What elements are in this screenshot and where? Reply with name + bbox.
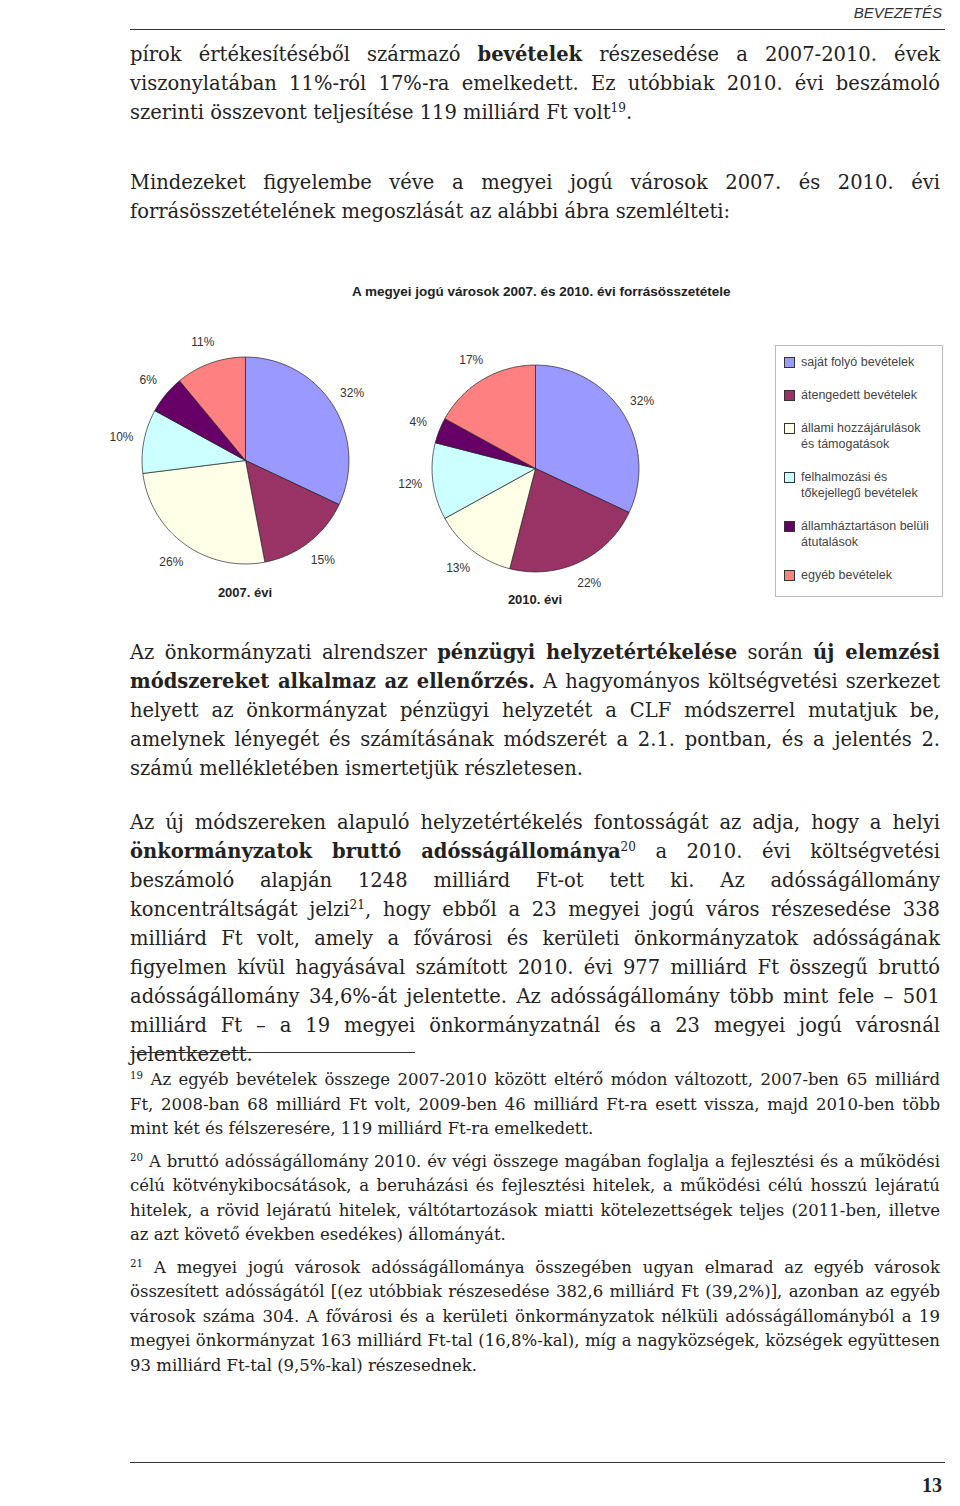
svg-text:32%: 32%: [630, 394, 654, 408]
svg-text:10%: 10%: [110, 430, 134, 444]
html-text:13: 13: [922, 1474, 942, 1496]
svg-text:13%: 13%: [446, 561, 470, 575]
svg-text:26%: 26%: [159, 555, 183, 569]
html-text:átengedett bevételek: átengedett bevételek: [801, 388, 918, 402]
html-text:A megyei jogú városok 2007. és: A megyei jogú városok 2007. és 2010. évi…: [352, 284, 731, 299]
html-text:Az önkormányzati alrendszer pé: Az önkormányzati alrendszer pénzügyi hel…: [130, 641, 940, 780]
html-text:állami hozzájárulások és támog: állami hozzájárulások és támogatások: [801, 421, 921, 451]
svg-text:22%: 22%: [577, 576, 601, 590]
html-text:önkormányzatok bruttó adósságá: önkormányzatok bruttó adósságállománya20…: [130, 839, 940, 1066]
svg-text:32%: 32%: [340, 386, 364, 400]
html-text:2007. évi: 2007. évi: [217, 585, 273, 600]
svg-text:15%: 15%: [311, 553, 335, 567]
svg-text:11%: 11%: [191, 335, 214, 349]
html-text:Mindezeket figyelembe véve a m: Mindezeket figyelembe véve a megyei jogú…: [130, 171, 940, 223]
svg-text:4%: 4%: [409, 415, 427, 429]
html-text:21A megyei jogú városok adóssá: 21A megyei jogú városok adósságállománya…: [130, 1257, 940, 1375]
html-text:államháztartáson belüli átutal: államháztartáson belüli átutalások: [801, 519, 929, 549]
html-text:pírok értékesítéséből származó: pírok értékesítéséből származó bevételek…: [130, 43, 940, 124]
html-text:Az új módszereken alapuló hely: Az új módszereken alapuló helyzetértékel…: [130, 811, 940, 834]
html-text:2010. évi: 2010. évi: [507, 592, 563, 607]
html-text:egyéb bevételek: egyéb bevételek: [801, 568, 892, 582]
svg-text:12%: 12%: [398, 477, 422, 491]
svg-text:6%: 6%: [140, 373, 158, 387]
html-text:BEVEZETÉS: BEVEZETÉS: [853, 4, 942, 21]
html-text:19Az egyéb bevételek összege 2: 19Az egyéb bevételek összege 2007-2010 k…: [130, 1069, 940, 1138]
html-text:20A bruttó adósságállomány 201: 20A bruttó adósságállomány 2010. év végi…: [130, 1151, 940, 1244]
svg-text:17%: 17%: [459, 353, 483, 367]
html-text:felhalmozási és tőkejellegű be: felhalmozási és tőkejellegű bevételek: [801, 470, 918, 500]
html-text:saját folyó bevételek: saját folyó bevételek: [801, 355, 915, 369]
